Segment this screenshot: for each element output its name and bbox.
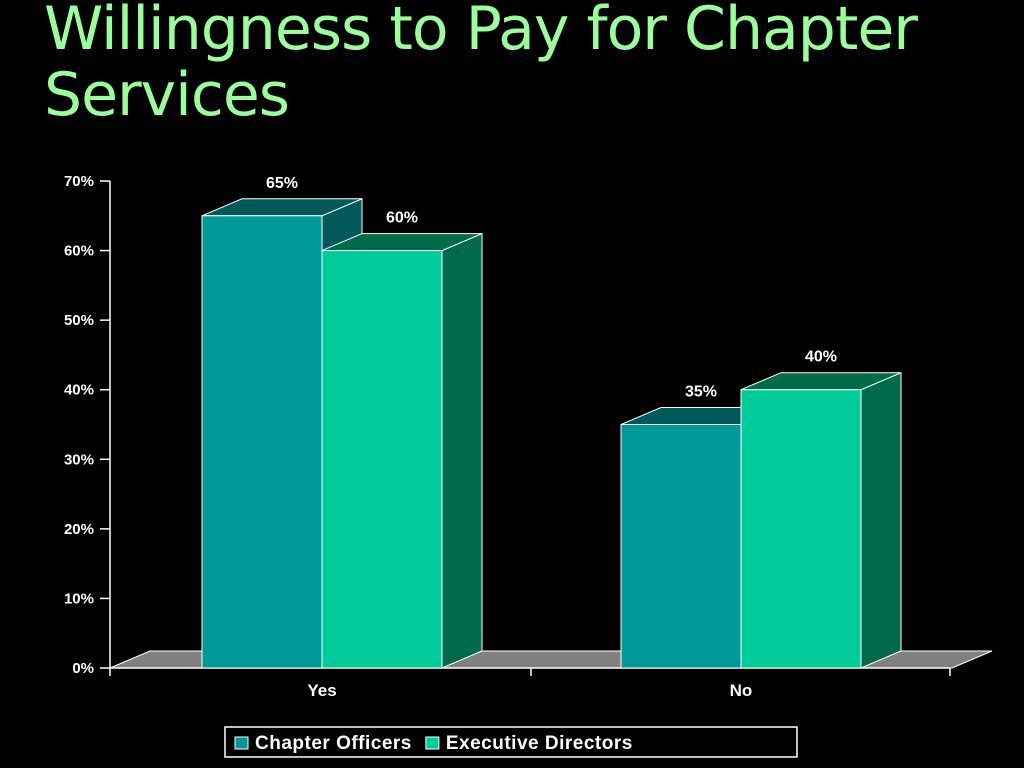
- y-tick-label: 30%: [64, 451, 94, 468]
- bar-front: [620, 424, 742, 669]
- y-tick-label: 40%: [64, 382, 94, 399]
- slide-title: Willingness to Pay for Chapter Services: [44, 0, 1004, 128]
- bar-side: [860, 371, 902, 669]
- data-label: 65%: [266, 175, 298, 192]
- chart-legend: Chapter Officers Executive Directors: [224, 726, 798, 758]
- legend-label: Chapter Officers: [255, 733, 412, 754]
- data-label: 40%: [805, 349, 837, 366]
- y-tick-label: 70%: [64, 173, 94, 190]
- bar-front: [321, 250, 443, 669]
- y-tick-label: 20%: [64, 521, 94, 538]
- y-tick-label: 60%: [64, 243, 94, 260]
- y-tick-label: 10%: [64, 590, 94, 607]
- bar-side: [441, 232, 483, 669]
- legend-swatch: [425, 736, 440, 750]
- x-category-label: No: [730, 681, 753, 700]
- legend-swatch: [234, 736, 249, 750]
- legend-box: [224, 726, 798, 758]
- bar-front: [740, 389, 862, 669]
- bar: [321, 232, 483, 669]
- bar: [740, 371, 902, 669]
- slide-title-line-2: Services: [44, 60, 290, 130]
- bar-front: [201, 215, 323, 669]
- y-tick-label: 0%: [72, 660, 94, 677]
- legend-label: Executive Directors: [446, 733, 633, 754]
- data-label: 35%: [685, 384, 717, 401]
- slide-title-line-1: Willingness to Pay for Chapter: [44, 0, 918, 64]
- data-label: 60%: [386, 210, 418, 227]
- x-category-label: Yes: [307, 681, 336, 700]
- y-tick-label: 50%: [64, 312, 94, 329]
